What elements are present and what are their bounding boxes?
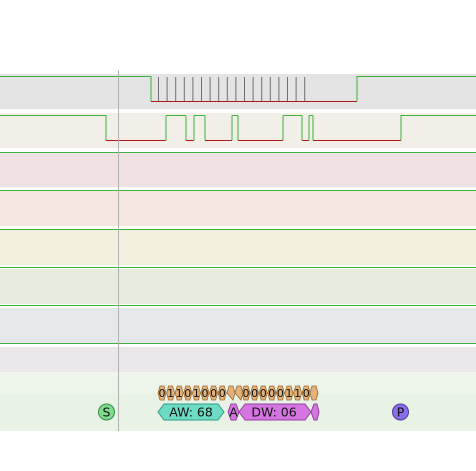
address-bit-5[interactable]: 0 [200,385,210,401]
data-bit-3[interactable]: 0 [267,385,277,401]
data-bit-label: 0 [243,387,250,400]
channel-lane-ch5 [0,230,476,265]
stop-marker[interactable]: P [392,403,409,421]
data-bit-5[interactable]: 1 [284,385,294,401]
address-bit-3[interactable]: 0 [183,385,193,401]
data-bit-0[interactable]: 0 [241,385,251,401]
channel-lane-ch4 [0,191,476,226]
data-bit-4[interactable]: 0 [275,385,285,401]
ack-label: A [229,405,238,420]
data-bit-6[interactable]: 1 [293,385,303,401]
address-frame[interactable]: AW: 68 [157,403,225,421]
address-bit-label: 1 [176,387,183,400]
channel-lane-ch7 [0,308,476,343]
address-bit-label: 0 [159,387,166,400]
sda-trace [0,115,476,141]
data-bit-label: 1 [286,387,293,400]
channel-lane-scl [0,74,476,109]
data-bit-label: 0 [251,387,258,400]
address-bit-2[interactable]: 1 [174,385,184,401]
data-frame[interactable]: DW: 06 [238,403,320,421]
address-bit-label: 1 [167,387,174,400]
ack-bit[interactable] [234,385,244,401]
address-bit-label: 0 [219,387,226,400]
address-bit-label: 0 [210,387,217,400]
data-bit-label: 1 [294,387,301,400]
channel-lane-ch3 [0,152,476,187]
data-label: DW: 06 [251,405,296,420]
data-bit-label: 0 [268,387,275,400]
address-bit-label: 0 [184,387,191,400]
address-bit-6[interactable]: 0 [209,385,219,401]
address-bit-0[interactable]: 0 [157,385,167,401]
address-bit-label: 0 [202,387,209,400]
address-label: AW: 68 [169,405,213,420]
data-ack-frame[interactable] [310,403,320,421]
address-bit-1[interactable]: 1 [166,385,176,401]
start-marker[interactable]: S [98,403,115,421]
start-label: S [103,405,111,420]
data-bit-label: 0 [303,387,310,400]
address-bit-label: 1 [193,387,200,400]
data-bit-label: 0 [277,387,284,400]
data-bit-label: 0 [260,387,267,400]
data-bit-1[interactable]: 0 [250,385,260,401]
ack-frame[interactable]: A [227,403,240,421]
data-bit-7[interactable]: 0 [301,385,311,401]
channel-lane-ch6 [0,269,476,304]
address-bit-4[interactable]: 1 [191,385,201,401]
scl-trace [0,76,476,102]
rw-bit[interactable] [226,385,236,401]
data-bit-2[interactable]: 0 [258,385,268,401]
address-bit-7[interactable]: 0 [217,385,227,401]
stop-label: P [397,405,405,420]
data-ack-bit[interactable] [309,385,319,401]
